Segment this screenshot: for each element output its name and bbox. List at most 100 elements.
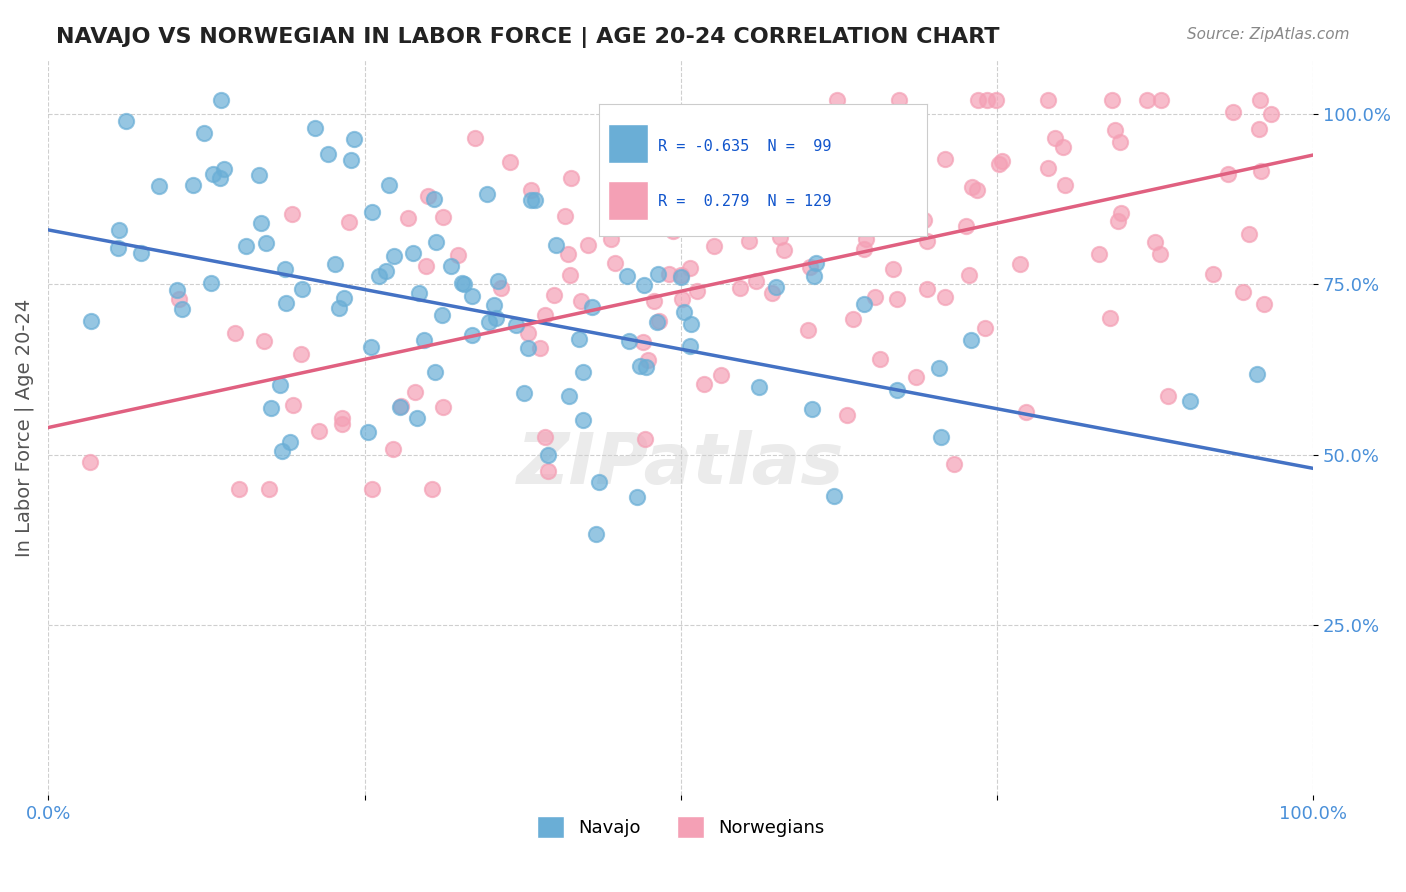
Point <box>420 482 443 496</box>
Point <box>1201 267 1223 281</box>
Point <box>852 297 875 311</box>
Point <box>482 297 505 311</box>
Point <box>693 376 716 391</box>
Point <box>388 400 411 414</box>
Point <box>1045 131 1067 145</box>
Point <box>391 399 413 413</box>
Point <box>516 341 538 355</box>
Point <box>738 234 761 248</box>
Point <box>212 161 235 176</box>
Point <box>837 408 859 422</box>
Point <box>491 281 513 295</box>
Point <box>865 209 887 223</box>
Point <box>328 301 350 315</box>
Point <box>1136 94 1159 108</box>
Point <box>516 326 538 340</box>
Point <box>801 402 824 417</box>
Point <box>929 430 952 444</box>
Point <box>703 239 725 253</box>
Point <box>1249 122 1271 136</box>
Point <box>934 289 956 303</box>
Point <box>257 482 280 496</box>
Point <box>710 368 733 382</box>
Point <box>886 293 908 307</box>
Point <box>1052 140 1074 154</box>
Legend: Navajo, Norwegians: Navajo, Norwegians <box>530 809 832 846</box>
Point <box>558 268 581 282</box>
Point <box>1053 178 1076 193</box>
Point <box>291 282 314 296</box>
Point <box>108 222 131 236</box>
Point <box>957 268 980 283</box>
Point <box>1015 404 1038 418</box>
Point <box>934 153 956 167</box>
Point <box>209 170 232 185</box>
Point <box>571 365 593 379</box>
Point <box>560 170 582 185</box>
Point <box>259 401 281 415</box>
Point <box>1239 227 1261 241</box>
Point <box>1232 285 1254 300</box>
Point <box>254 235 277 250</box>
Point <box>1098 311 1121 326</box>
Point <box>114 113 136 128</box>
Point <box>1144 235 1167 250</box>
Text: NAVAJO VS NORWEGIAN IN LABOR FORCE | AGE 20-24 CORRELATION CHART: NAVAJO VS NORWEGIAN IN LABOR FORCE | AGE… <box>56 27 1000 48</box>
Point <box>976 94 998 108</box>
Point <box>543 288 565 302</box>
Point <box>235 239 257 253</box>
Point <box>432 400 454 414</box>
Point <box>461 328 484 343</box>
Point <box>765 279 787 293</box>
Point <box>679 339 702 353</box>
Point <box>148 178 170 193</box>
Point <box>647 267 669 281</box>
Point <box>450 276 472 290</box>
Point <box>633 432 655 446</box>
Point <box>1101 94 1123 108</box>
Point <box>382 249 405 263</box>
Point <box>860 181 883 195</box>
Point <box>440 259 463 273</box>
Point <box>1250 164 1272 178</box>
Point <box>486 275 509 289</box>
Point <box>647 313 669 327</box>
Point <box>1107 213 1129 227</box>
Point <box>513 386 536 401</box>
Point <box>423 192 446 206</box>
Point <box>337 215 360 229</box>
Point <box>544 238 567 252</box>
Point <box>281 207 304 221</box>
Point <box>671 269 693 284</box>
Point <box>928 361 950 376</box>
Point <box>672 305 695 319</box>
Point <box>330 417 353 431</box>
Point <box>209 94 232 108</box>
Point <box>290 347 312 361</box>
Point <box>869 351 891 366</box>
Point <box>396 211 419 226</box>
Point <box>662 224 685 238</box>
Point <box>912 213 935 227</box>
Point <box>628 359 651 374</box>
Point <box>882 261 904 276</box>
Point <box>485 311 508 326</box>
Point <box>769 230 792 244</box>
Point <box>283 398 305 412</box>
Point <box>318 147 340 161</box>
Point <box>588 475 610 489</box>
Point <box>339 153 361 167</box>
Point <box>529 342 551 356</box>
Point <box>432 308 454 322</box>
Point <box>1010 257 1032 271</box>
Point <box>425 365 447 379</box>
Point <box>569 294 592 309</box>
Point <box>773 244 796 258</box>
Point <box>887 94 910 108</box>
Point <box>170 302 193 317</box>
Point <box>520 193 543 207</box>
Point <box>308 425 330 439</box>
Point <box>915 282 938 296</box>
Point <box>499 155 522 169</box>
Text: Source: ZipAtlas.com: Source: ZipAtlas.com <box>1187 27 1350 42</box>
